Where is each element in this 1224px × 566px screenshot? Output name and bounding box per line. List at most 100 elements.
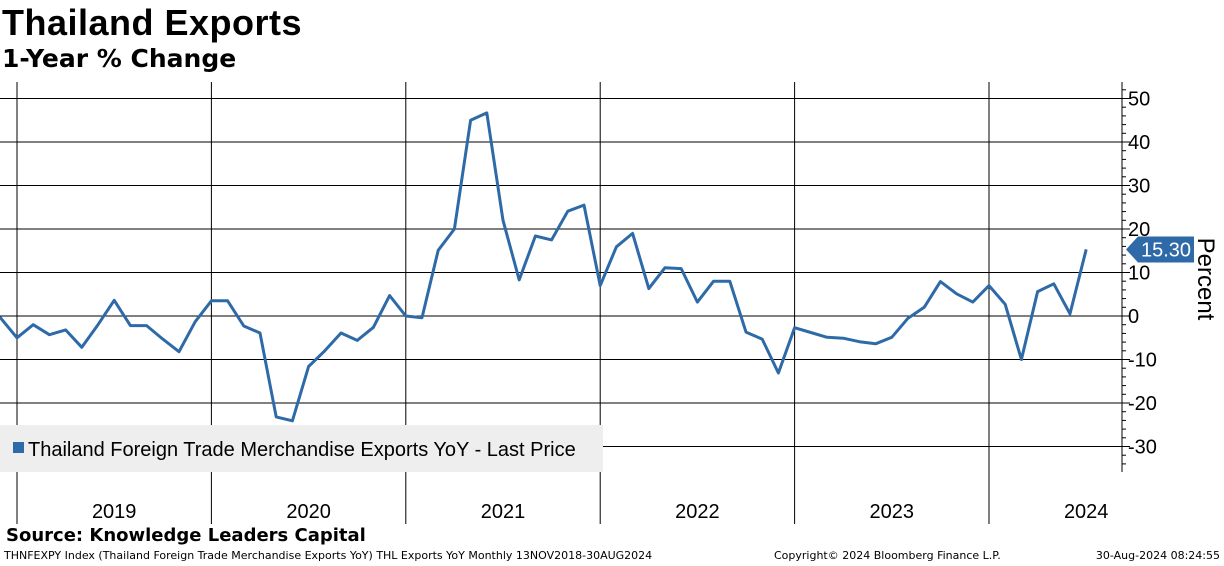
- data-point: [599, 284, 602, 287]
- year-label-2021: 2021: [481, 501, 526, 523]
- y-tick-label: 10: [1128, 263, 1150, 285]
- legend: Thailand Foreign Trade Merchandise Expor…: [0, 425, 603, 472]
- data-point: [842, 337, 845, 340]
- data-point: [890, 336, 893, 339]
- y-tick-label: 0: [1128, 306, 1139, 328]
- footer-series-info: THNFEXPY Index (Thailand Foreign Trade M…: [4, 549, 653, 562]
- data-point: [307, 365, 310, 368]
- y-tick-label: 30: [1128, 176, 1150, 198]
- data-point: [874, 342, 877, 345]
- data-point: [809, 331, 812, 334]
- footer-timestamp: 30-Aug-2024 08:24:55: [1095, 549, 1220, 562]
- data-point: [955, 292, 958, 295]
- data-point: [583, 204, 586, 207]
- data-point: [793, 326, 796, 329]
- year-label-2022: 2022: [675, 501, 720, 523]
- data-point: [291, 419, 294, 422]
- data-point: [550, 238, 553, 241]
- horizontal-gridlines: [0, 98, 1122, 447]
- data-point: [340, 331, 343, 334]
- footer-copyright: Copyright© 2024 Bloomberg Finance L.P.: [774, 549, 1001, 562]
- chart-title: Thailand Exports: [2, 2, 303, 43]
- data-point: [16, 336, 19, 339]
- data-point: [858, 340, 861, 343]
- data-point: [421, 316, 424, 319]
- data-point: [971, 301, 974, 304]
- data-point: [745, 331, 748, 334]
- y-tick-label: 50: [1128, 89, 1150, 111]
- data-point: [194, 320, 197, 323]
- x-axis-year-labels: 2019 2020 2021 2022 2023 2024: [92, 501, 1108, 523]
- legend-background: [0, 425, 603, 472]
- data-point: [32, 323, 35, 326]
- data-point: [113, 299, 116, 302]
- data-point: [923, 306, 926, 309]
- data-point: [64, 328, 67, 331]
- legend-swatch: [13, 442, 24, 453]
- data-point: [777, 371, 780, 374]
- data-point: [48, 333, 51, 336]
- data-point: [226, 299, 229, 302]
- data-point: [761, 338, 764, 341]
- data-point: [469, 119, 472, 122]
- series-layer: [0, 111, 1088, 423]
- data-point: [145, 324, 148, 327]
- chart-subtitle: 1-Year % Change: [2, 44, 237, 73]
- data-point: [566, 210, 569, 213]
- data-point: [712, 280, 715, 283]
- data-point: [939, 280, 942, 283]
- y-tick-label: -20: [1128, 393, 1157, 415]
- data-point: [647, 287, 650, 290]
- data-point: [323, 349, 326, 352]
- last-value-badge-shape: [1126, 236, 1194, 263]
- data-point: [210, 299, 213, 302]
- data-point: [988, 284, 991, 287]
- data-point: [696, 301, 699, 304]
- source-note: Source: Knowledge Leaders Capital: [6, 525, 366, 546]
- data-point: [161, 338, 164, 341]
- year-label-2024: 2024: [1064, 501, 1109, 523]
- data-point: [826, 336, 829, 339]
- data-point: [680, 267, 683, 270]
- legend-label: Thailand Foreign Trade Merchandise Expor…: [28, 439, 576, 461]
- data-point: [728, 280, 731, 283]
- last-value-label: 15.30: [1141, 239, 1191, 261]
- data-point: [534, 234, 537, 237]
- data-point: [631, 232, 634, 235]
- data-point: [80, 346, 83, 349]
- data-point: [1052, 282, 1055, 285]
- data-point: [664, 266, 667, 269]
- data-point: [178, 350, 181, 353]
- data-point: [518, 278, 521, 281]
- data-point: [242, 325, 245, 328]
- data-point: [1004, 303, 1007, 306]
- data-point: [275, 415, 278, 418]
- year-label-2020: 2020: [286, 501, 331, 523]
- data-point: [1020, 358, 1023, 361]
- data-point: [502, 219, 505, 222]
- data-point: [259, 331, 262, 334]
- series-line: [0, 111, 1088, 423]
- data-point: [1069, 312, 1072, 315]
- y-axis-label: Percent: [1192, 238, 1219, 321]
- data-point: [1085, 248, 1088, 251]
- data-point: [485, 111, 488, 114]
- year-label-2023: 2023: [870, 501, 915, 523]
- data-point: [615, 245, 618, 248]
- data-point: [404, 315, 407, 318]
- y-tick-label: 20: [1128, 219, 1150, 241]
- y-axis: 50 40 30 20 10 0 -10 -20 -30: [1121, 82, 1157, 472]
- data-point: [129, 324, 132, 327]
- y-tick-label: -10: [1128, 350, 1157, 372]
- year-label-2019: 2019: [92, 501, 137, 523]
- last-value-badge: 15.30: [1126, 236, 1194, 263]
- data-point: [372, 326, 375, 329]
- data-point: [97, 323, 100, 326]
- y-tick-label: 40: [1128, 132, 1150, 154]
- y-tick-label: -30: [1128, 437, 1157, 459]
- data-point: [388, 294, 391, 297]
- data-point: [907, 317, 910, 320]
- data-point: [453, 228, 456, 231]
- data-point: [356, 339, 359, 342]
